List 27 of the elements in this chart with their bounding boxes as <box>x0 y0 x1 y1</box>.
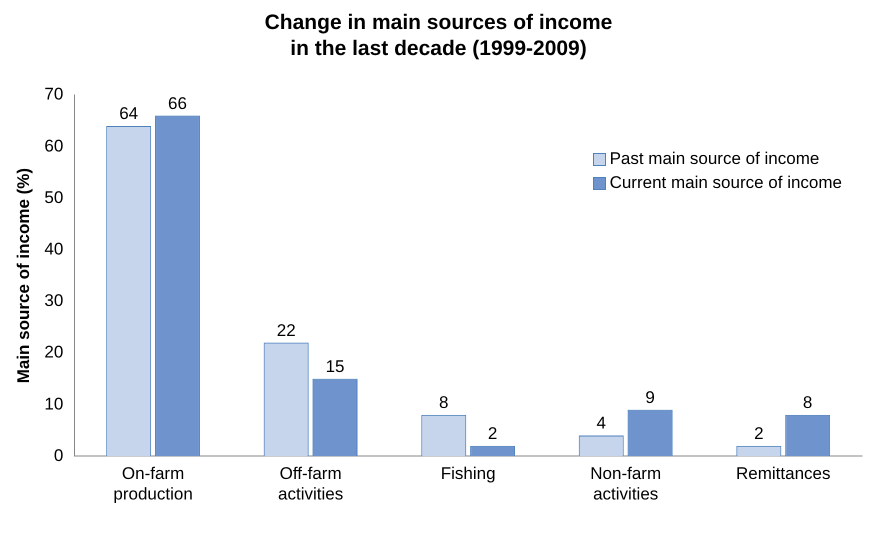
x-tick-label: Remittances <box>736 464 830 484</box>
data-label: 2 <box>488 424 498 444</box>
data-label: 22 <box>276 320 296 340</box>
x-tick-label: Fishing <box>440 464 496 484</box>
y-tick-label: 50 <box>44 188 64 207</box>
data-label: 4 <box>596 414 606 433</box>
x-tick-label: Non-farm activities <box>590 464 662 504</box>
data-label: 64 <box>119 104 138 124</box>
data-label: 2 <box>754 424 764 444</box>
legend-label: Past main source of income <box>610 149 820 169</box>
x-tick-label: On-farm production <box>113 464 193 504</box>
data-label: 8 <box>439 393 448 412</box>
y-axis-title: Main source of income (%) <box>14 168 33 384</box>
chart-title: Change in main sources of income in the last decade (1999-2009) <box>264 10 614 62</box>
x-tick-label: Off-farm activities <box>278 464 344 504</box>
legend-label: Current main source of income <box>610 173 842 193</box>
data-label: 66 <box>168 94 187 113</box>
y-tick-label: 0 <box>54 446 64 465</box>
y-tick-label: 10 <box>44 394 64 414</box>
y-tick-label: 70 <box>44 84 64 104</box>
y-tick-label: 20 <box>44 342 64 362</box>
y-tick-label: 30 <box>44 291 64 310</box>
data-label: 15 <box>326 356 344 376</box>
data-label: 8 <box>802 393 812 412</box>
data-label: 9 <box>645 388 655 407</box>
y-tick-label: 60 <box>44 136 64 156</box>
y-tick-label: 40 <box>44 239 64 258</box>
